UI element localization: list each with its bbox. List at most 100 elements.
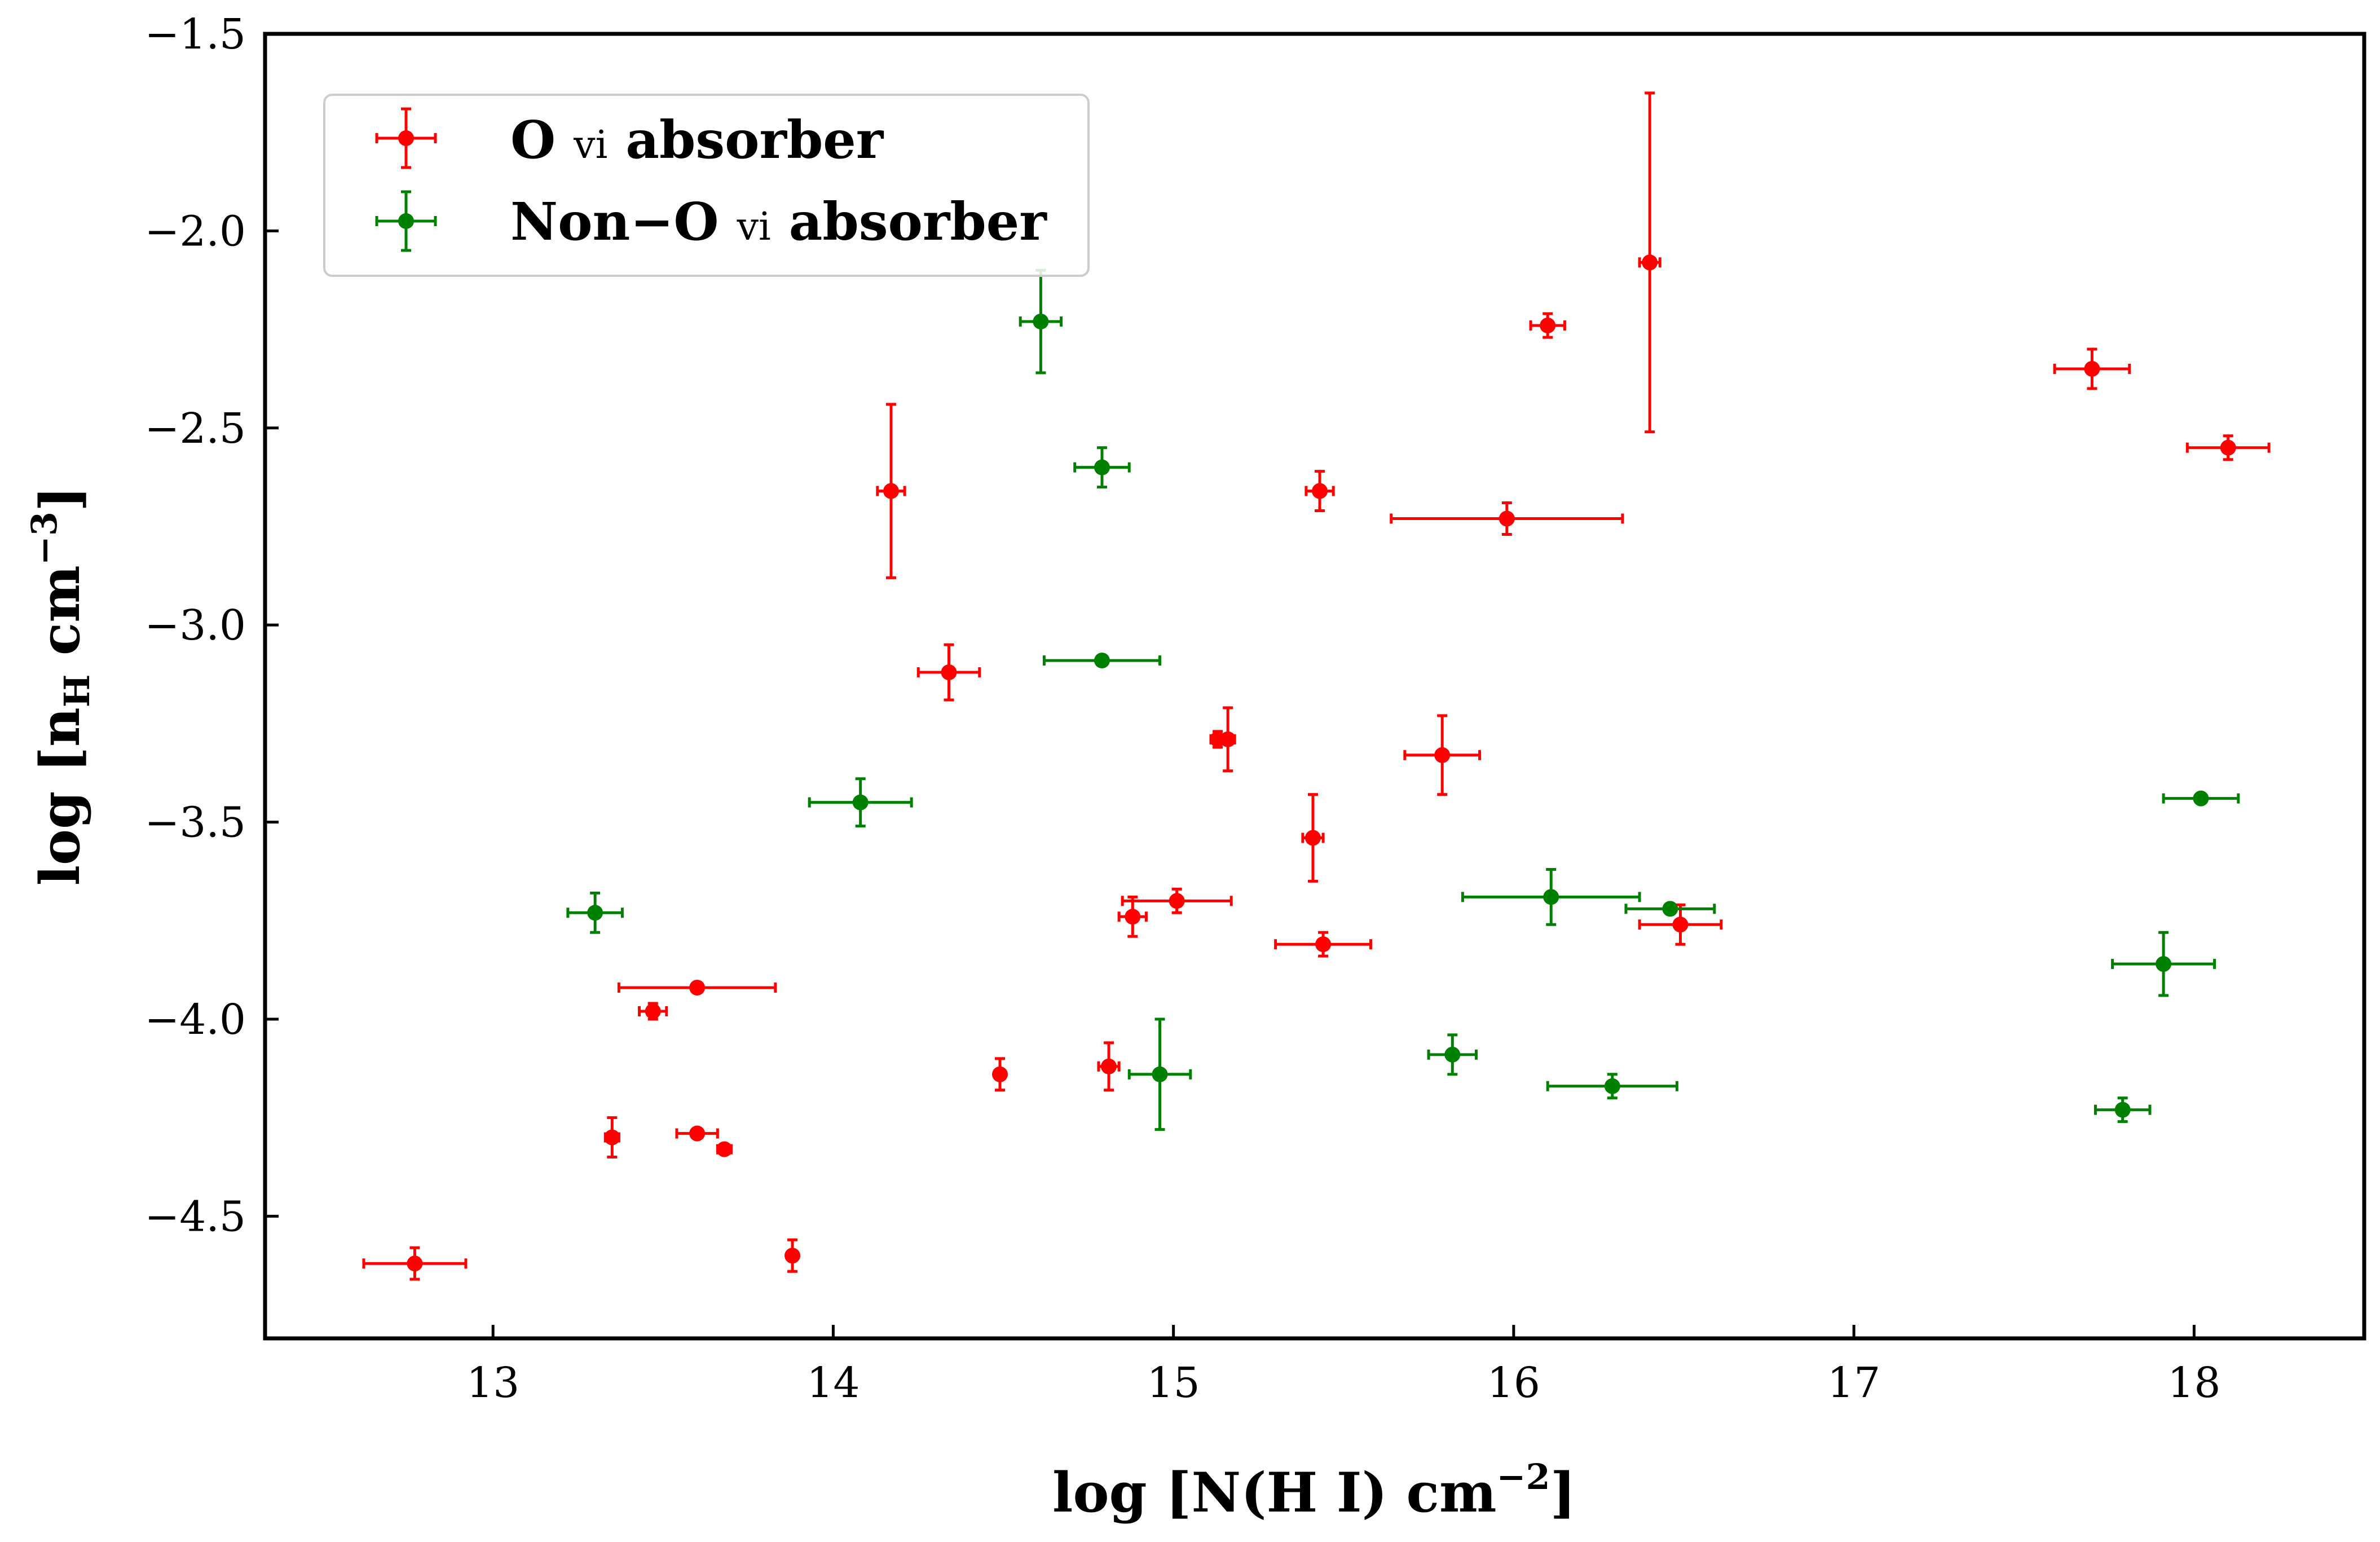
data-marker [1094,459,1110,475]
data-point [362,1246,468,1281]
data-marker [1444,1046,1461,1063]
data-marker [1662,901,1678,917]
data-point [716,1141,733,1157]
data-marker [852,794,869,810]
legend-label-o-vi: O vi absorber [510,109,884,170]
y-tick-label: −3.5 [144,799,246,847]
legend-marker-dot [398,213,414,229]
data-point [1390,501,1624,536]
data-marker [689,980,706,996]
data-marker [645,1003,661,1020]
data-marker [1642,254,1658,271]
data-marker [2114,1102,2131,1118]
data-marker [407,1255,423,1272]
y-tick-label: −2.5 [144,404,246,453]
data-point [1638,903,1723,946]
data-marker [604,1129,620,1146]
y-axis-title-subscript: H [56,675,98,708]
legend-marker-non-o-vi [375,190,437,252]
data-point [1073,446,1131,489]
data-point [617,980,777,996]
plot-area-frame [263,32,2366,1341]
data-marker [1220,731,1236,747]
data-point [1304,470,1335,513]
data-point [2185,434,2271,461]
data-marker [1312,483,1328,499]
data-marker [2084,360,2100,377]
x-tick-label: 16 [1487,1359,1540,1407]
x-tick-label: 17 [1827,1359,1880,1407]
data-marker [992,1066,1008,1082]
series-non-o-vi [566,268,2240,1131]
data-marker [1125,909,1141,925]
x-tick-label: 15 [1147,1359,1200,1407]
legend: O vi absorber Non−O vi absorber [323,94,1090,277]
legend-label-non-o-vi: Non−O vi absorber [510,191,1047,252]
y-tick-label: −2.0 [144,207,246,255]
data-marker [1304,830,1321,846]
legend-entry-o-vi: O vi absorber [375,107,884,170]
data-point [675,1125,719,1142]
data-marker [1672,917,1689,933]
data-marker [1152,1066,1168,1082]
legend-marker-dot [398,130,414,146]
data-point [1219,706,1236,773]
data-point [2111,931,2216,997]
data-marker [941,664,957,681]
data-marker [1315,936,1332,953]
data-point [1546,1073,1678,1100]
x-tick-label: 13 [466,1359,519,1407]
data-point [1403,714,1482,796]
legend-frame [323,94,1090,277]
data-marker [784,1248,801,1264]
x-tick-label: 18 [2167,1359,2220,1407]
series-o-vi [362,91,2271,1281]
data-marker [2220,439,2236,456]
data-point [1117,895,1148,938]
data-point [876,403,906,579]
data-point [1461,867,1641,926]
data-point [566,891,624,934]
y-axis-title-exponent: −3 [24,512,65,565]
legend-marker-o-vi [375,107,437,169]
data-marker [883,483,899,499]
y-axis-title: log [nH cm−3] [24,486,98,886]
data-point [1121,887,1233,914]
x-axis-title-exponent: −2 [1497,1456,1550,1497]
data-marker [2193,790,2209,807]
data-marker [716,1141,733,1157]
data-point [2162,790,2240,807]
data-point [1301,793,1325,883]
data-point [1127,1017,1192,1131]
data-marker [2156,956,2172,972]
data-marker [689,1125,706,1142]
data-marker [1101,1058,1117,1074]
y-tick-label: −1.5 [144,10,246,59]
legend-label-o-vi-ion: vi [573,123,607,168]
data-point [808,777,913,828]
data-marker [1169,893,1185,909]
data-point [603,1116,620,1159]
data-marker [1543,889,1559,905]
data-point [2093,1096,2152,1124]
data-marker [1604,1078,1620,1094]
data-point [1529,312,1566,339]
legend-label-non-o-vi-ion: vi [737,205,771,249]
data-point [638,1002,668,1021]
data-point [1097,1041,1121,1092]
data-point [1427,1033,1478,1076]
data-point [1638,91,1661,434]
data-point [1624,901,1716,917]
data-marker [1033,314,1049,330]
data-marker [1498,510,1515,527]
data-layer [362,91,2271,1281]
data-point [916,643,981,702]
data-point [2053,347,2131,390]
data-marker [1540,318,1556,334]
y-tick-label: −4.5 [144,1192,246,1241]
data-point [784,1238,801,1273]
data-point [1274,931,1373,958]
ticks-layer: 13 14 15 16 17 18 −4.5 −4.0 −3.5 −3.0 −2.5 −2.0 −1.5 [144,10,2220,1407]
data-marker [1434,747,1451,763]
